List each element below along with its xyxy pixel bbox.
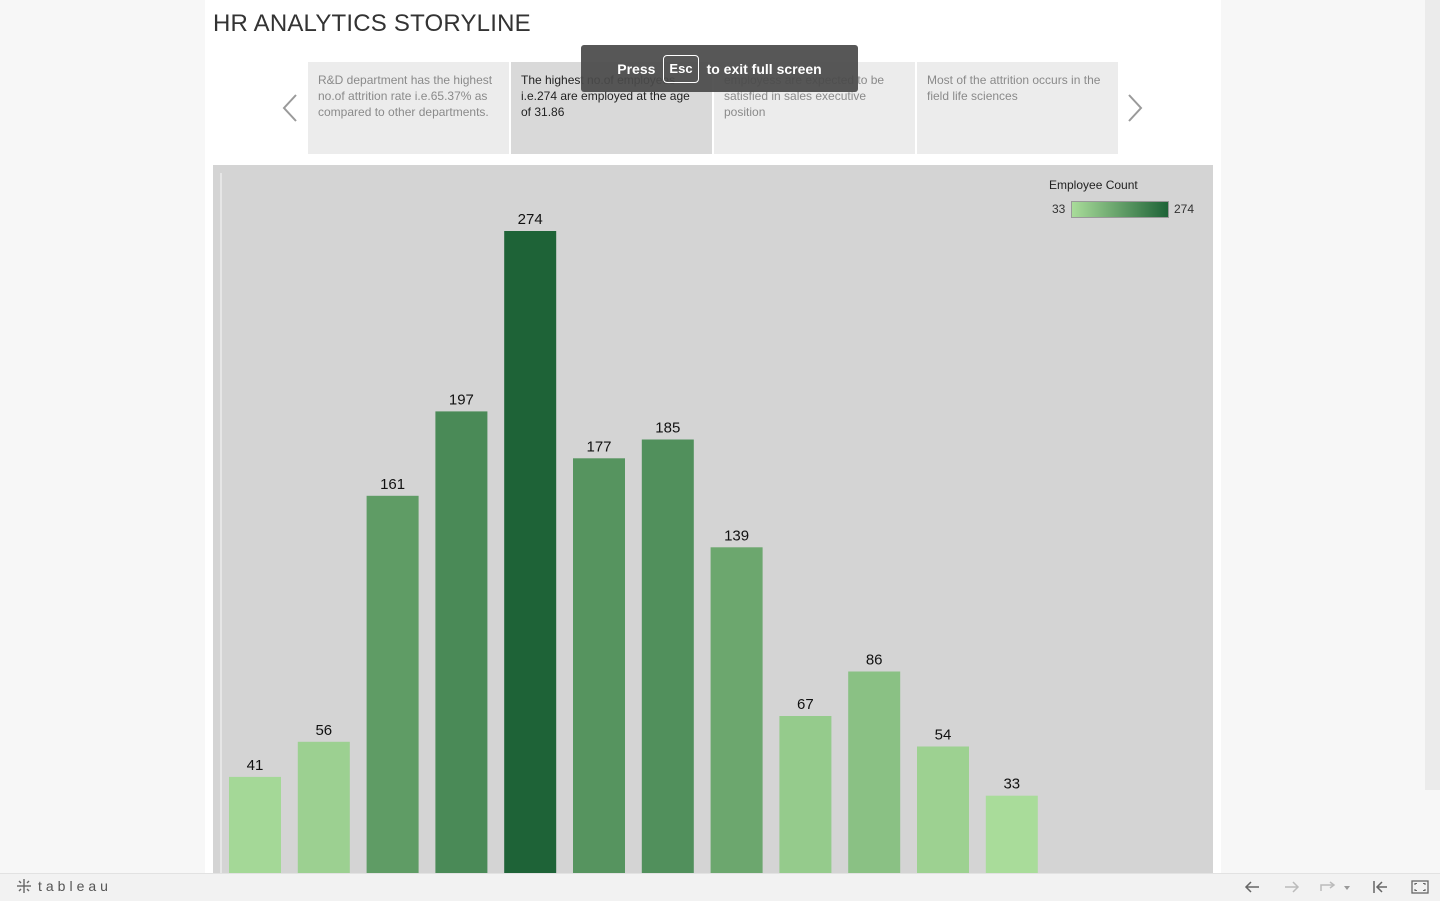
- bar-label-12: 33: [1003, 776, 1020, 793]
- revert-icon: [1373, 881, 1387, 893]
- esc-key-badge: Esc: [663, 54, 699, 83]
- bar-label-4: 197: [449, 391, 474, 408]
- share-button[interactable]: [1317, 878, 1353, 896]
- bar-label-3: 161: [380, 476, 405, 493]
- bar-label-1: 41: [247, 757, 264, 774]
- bar-label-9: 67: [797, 696, 814, 713]
- bar-chart: 41 56 161 197 274 177 185 139 67 86 54 33: [220, 173, 1038, 874]
- fullscreen-button[interactable]: [1409, 878, 1431, 896]
- chevron-left-icon: [282, 94, 297, 122]
- bar-6[interactable]: [573, 458, 625, 873]
- bar-7[interactable]: [641, 439, 694, 874]
- next-story-point-button[interactable]: [1122, 88, 1148, 128]
- share-icon: [1320, 881, 1350, 891]
- tableau-wordmark: tableau: [38, 878, 112, 894]
- arrow-left-icon: [1244, 881, 1259, 893]
- bar-1[interactable]: [229, 776, 281, 873]
- tableau-logo[interactable]: tableau: [16, 878, 112, 894]
- toast-press-text: Press: [617, 60, 656, 77]
- chevron-right-icon: [1128, 94, 1143, 122]
- toast-exit-text: to exit full screen: [706, 60, 822, 77]
- redo-button[interactable]: [1281, 878, 1303, 896]
- story-point-1[interactable]: R&D department has the highest no.of att…: [308, 62, 509, 154]
- arrow-right-icon: [1285, 881, 1300, 893]
- bar-label-2: 56: [315, 722, 332, 739]
- bar-label-8: 139: [724, 527, 749, 544]
- bar-4[interactable]: [435, 411, 488, 873]
- vertical-scrollbar[interactable]: [1425, 0, 1440, 790]
- legend-color-ramp: [1071, 201, 1169, 218]
- y-axis-line: [220, 173, 222, 873]
- tableau-cross-icon: [17, 879, 31, 893]
- bar-12[interactable]: [985, 795, 1038, 873]
- bar-label-6: 177: [586, 438, 611, 455]
- previous-story-point-button[interactable]: [277, 88, 303, 128]
- bar-label-7: 185: [655, 420, 680, 437]
- bar-2[interactable]: [297, 741, 350, 873]
- bar-10[interactable]: [848, 671, 901, 874]
- bar-label-5: 274: [518, 211, 543, 228]
- fullscreen-icon: [1411, 880, 1429, 894]
- legend-min-label: 33: [1052, 202, 1066, 216]
- bar-label-11: 54: [935, 727, 952, 744]
- undo-button[interactable]: [1241, 878, 1263, 896]
- revert-button[interactable]: [1369, 878, 1391, 896]
- bottom-toolbar: tableau: [0, 873, 1440, 901]
- bar-9[interactable]: [779, 716, 832, 873]
- legend-max-label: 274: [1174, 202, 1195, 216]
- bar-11[interactable]: [917, 746, 969, 874]
- legend-title: Employee Count: [1049, 178, 1138, 192]
- bar-3[interactable]: [366, 495, 419, 873]
- bar-5[interactable]: [504, 231, 557, 873]
- fullscreen-toast: Press Esc to exit full screen: [581, 45, 858, 92]
- page-title: HR ANALYTICS STORYLINE: [213, 10, 531, 37]
- bar-8[interactable]: [710, 547, 763, 873]
- story-point-4[interactable]: Most of the attrition occurs in the fiel…: [917, 62, 1118, 154]
- bar-label-10: 86: [866, 652, 883, 669]
- chart-area: 41 56 161 197 274 177 185 139 67 86 54 33 Employee …: [213, 165, 1213, 873]
